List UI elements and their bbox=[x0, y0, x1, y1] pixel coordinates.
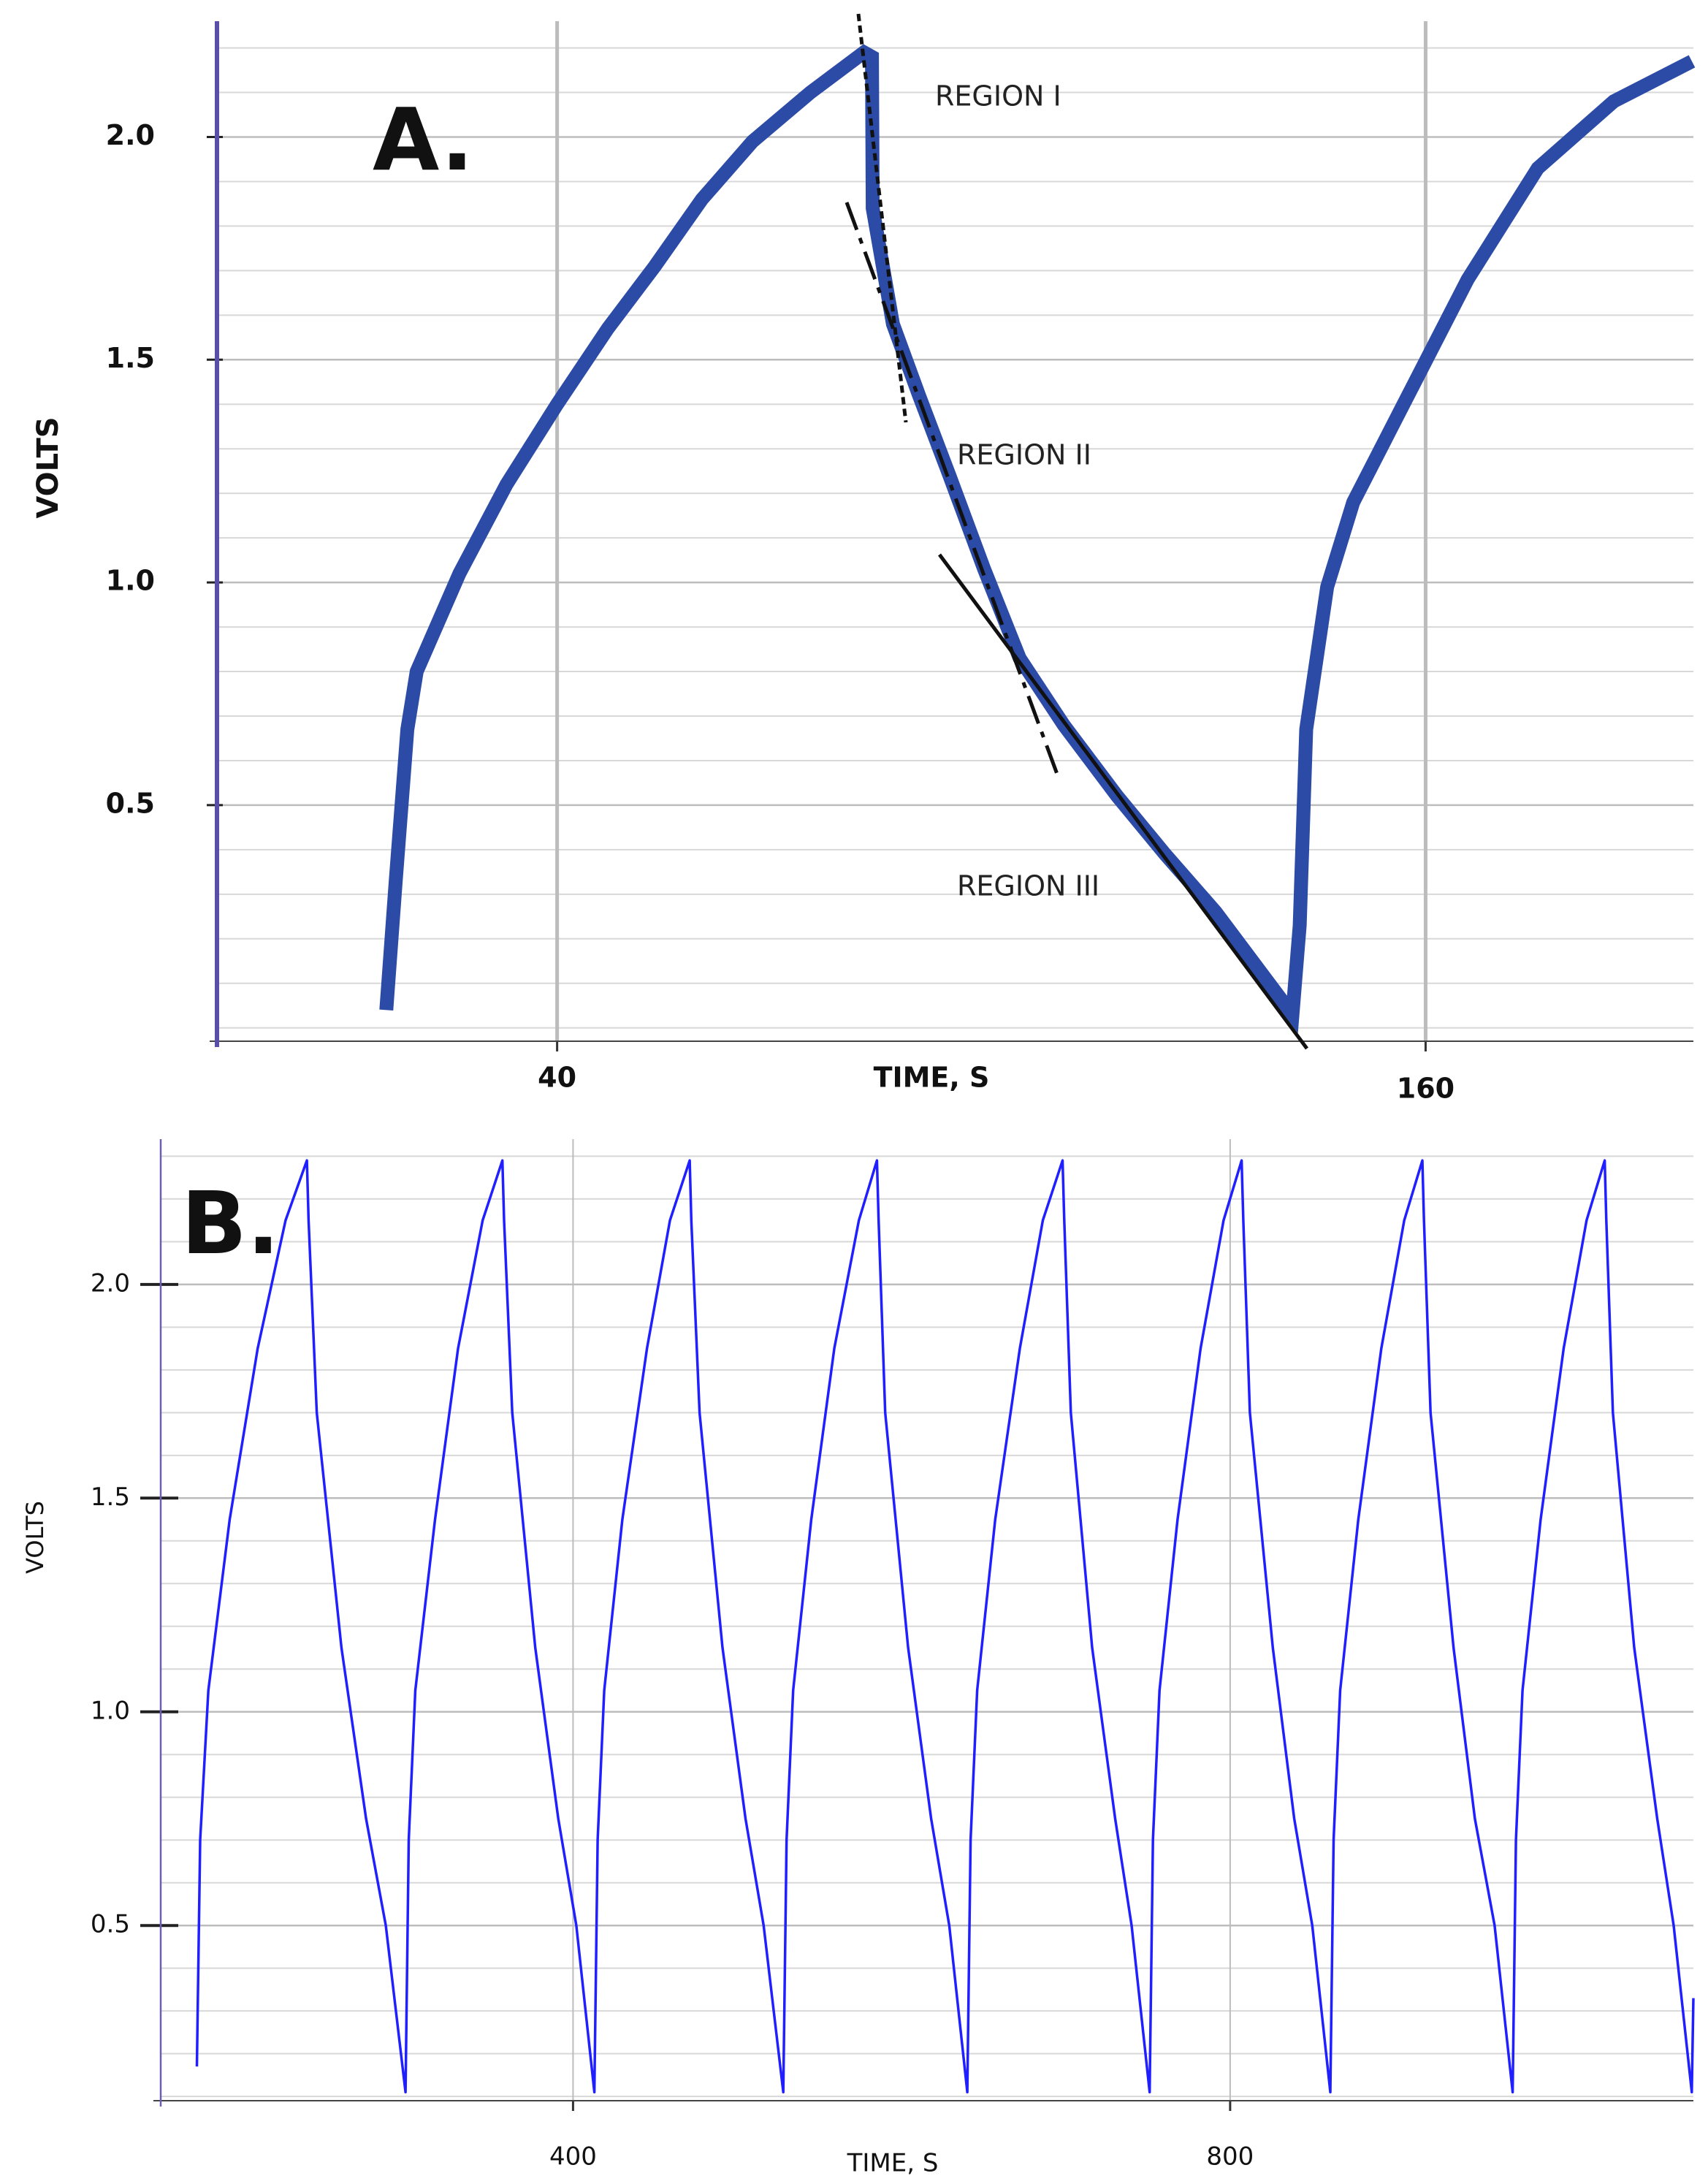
y-tick-label: 1.5 bbox=[91, 1483, 130, 1512]
y-tick-label: 1.5 bbox=[106, 342, 155, 374]
data-line bbox=[195, 1159, 1695, 2094]
y-tick-label: 0.5 bbox=[91, 1910, 130, 1939]
x-tick-label: 400 bbox=[549, 2142, 597, 2172]
annotation: REGION I bbox=[935, 80, 1061, 113]
y-tick-label: 2.0 bbox=[106, 119, 155, 151]
x-tick-label: 160 bbox=[1397, 1073, 1455, 1105]
x-tick-label: 800 bbox=[1206, 2142, 1254, 2172]
y-tick-label: 1.0 bbox=[106, 565, 155, 597]
annotation: REGION III bbox=[957, 870, 1099, 902]
tangent-region-3 bbox=[937, 553, 1309, 1050]
y-tick-label: 2.0 bbox=[91, 1268, 130, 1298]
y-axis-label: VOLTS bbox=[21, 1501, 49, 1574]
y-tick-label: 0.5 bbox=[106, 787, 155, 819]
panel-label: B. bbox=[181, 1173, 280, 1274]
y-tick-label: 1.0 bbox=[91, 1696, 130, 1725]
annotation: REGION II bbox=[957, 439, 1091, 471]
tangent-region-2 bbox=[845, 202, 1060, 777]
panel-label: A. bbox=[373, 89, 473, 190]
tangent-lines bbox=[845, 13, 1309, 1050]
y-axis-label: VOLTS bbox=[31, 416, 65, 518]
x-axis-label: TIME, S bbox=[874, 1062, 990, 1094]
x-tick-label: 40 bbox=[538, 1062, 576, 1094]
tangent-region-1 bbox=[856, 13, 908, 423]
x-axis-label: TIME, S bbox=[847, 2149, 939, 2178]
